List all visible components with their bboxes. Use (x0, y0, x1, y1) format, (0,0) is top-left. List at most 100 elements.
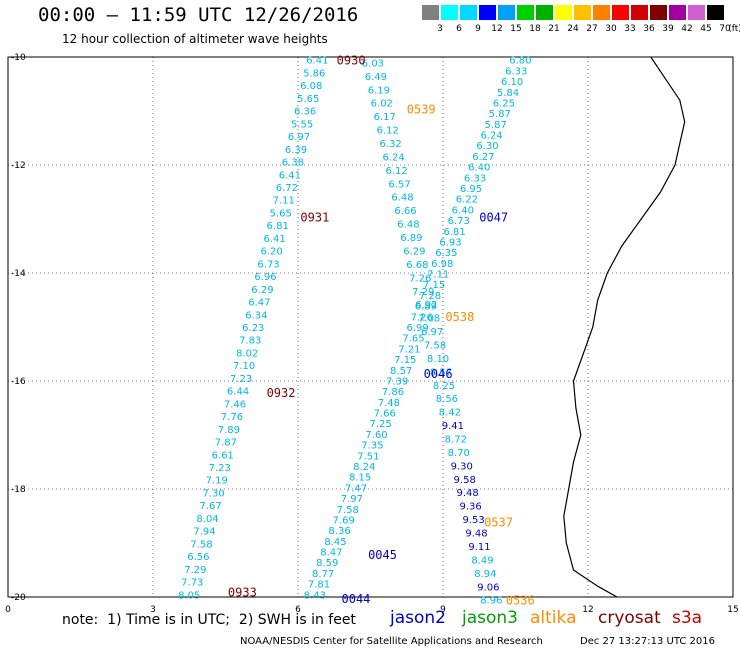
wave-height-value: 8.57 (390, 366, 412, 377)
wave-height-value: 9.11 (468, 542, 490, 553)
wave-height-value: 7.81 (308, 580, 330, 591)
wave-height-value: 6.73 (448, 216, 470, 227)
wave-height-value: 6.41 (264, 234, 286, 245)
wave-height-value: 7.28 (419, 291, 441, 302)
wave-height-value: 7.97 (341, 494, 363, 505)
wave-height-value: 7.65 (402, 334, 424, 345)
wave-height-value: 6.35 (435, 248, 457, 259)
wave-height-value: 7.30 (203, 488, 225, 499)
x-tick-label: 0 (5, 605, 11, 615)
wave-height-value: 6.73 (257, 259, 279, 270)
wave-height-value: 8.72 (445, 435, 467, 446)
wave-height-value: 6.17 (374, 112, 396, 123)
color-scale-label: 27 (586, 24, 598, 34)
wave-height-value: 8.49 (471, 555, 493, 566)
wave-height-value: 7.08 (418, 314, 440, 325)
y-tick-label: -12 (11, 161, 26, 171)
pass-time-label: 0537 (484, 515, 513, 529)
color-swatch (555, 5, 572, 20)
pass-time-label: 0932 (267, 386, 296, 400)
wave-height-value: 7.23 (209, 463, 231, 474)
wave-height-value: 6.99 (406, 323, 428, 334)
color-scale-label: 9 (475, 24, 481, 34)
y-tick-label: -14 (11, 269, 26, 279)
wave-height-value: 7.11 (427, 270, 449, 281)
map-subtitle: 12 hour collection of altimeter wave hei… (62, 32, 328, 46)
wave-height-value: 6.81 (267, 221, 289, 232)
color-swatch (707, 5, 724, 20)
color-scale-label: 24 (567, 24, 579, 34)
wave-height-value: 6.12 (377, 126, 399, 137)
pass-time-label: 0046 (424, 367, 453, 381)
wave-height-value: 6.95 (460, 184, 482, 195)
wave-height-value: 7.39 (386, 376, 408, 387)
color-scale-label: 70 (719, 24, 731, 34)
wave-height-value: 6.02 (371, 99, 393, 110)
wave-height-value: 6.40 (452, 205, 474, 216)
wave-height-value: 6.12 (385, 166, 407, 177)
color-scale-label: 42 (681, 24, 693, 34)
wave-height-value: 7.51 (357, 451, 379, 462)
wave-height-value: 8.42 (439, 408, 461, 419)
color-swatch (460, 5, 477, 20)
wave-height-value: 9.41 (442, 421, 464, 432)
x-tick-label: 15 (727, 605, 738, 615)
pass-time-label: 0930 (337, 54, 366, 68)
legend-item-cryosat: cryosat (598, 608, 661, 628)
wave-height-value: 7.47 (345, 483, 367, 494)
wave-height-value: 5.84 (497, 88, 519, 99)
wave-height-value: 6.56 (187, 552, 209, 563)
wave-height-value: 7.19 (206, 476, 228, 487)
wave-height-value: 6.93 (439, 237, 461, 248)
wave-height-value: 8.15 (349, 473, 371, 484)
wave-height-value: 8.70 (448, 448, 470, 459)
pass-time-label: 0538 (445, 310, 474, 324)
wave-height-value: 6.25 (493, 98, 515, 109)
wave-height-value: 7.15 (394, 355, 416, 366)
wave-height-value: 6.38 (282, 158, 304, 169)
wave-height-value: 6.27 (472, 152, 494, 163)
wave-height-value: 6.03 (362, 58, 384, 69)
wave-height-value: 7.76 (221, 412, 243, 423)
wave-height-value: 7.58 (337, 505, 359, 516)
credit-line: NOAA/NESDIS Center for Satellite Applica… (240, 636, 543, 647)
color-scale-label: 12 (491, 24, 503, 34)
color-scale-label: 18 (529, 24, 541, 34)
coastline (563, 56, 686, 598)
wave-height-value: 5.55 (291, 119, 313, 130)
wave-height-value: 6.24 (383, 152, 405, 163)
wave-height-value: 7.15 (423, 280, 445, 291)
color-swatch (574, 5, 591, 20)
map-title: 00:00 – 11:59 UTC 12/26/2016 (38, 4, 359, 26)
generation-timestamp: Dec 27 13:27:13 UTC 2016 (580, 636, 715, 647)
color-swatch (612, 5, 629, 20)
wave-height-value: 6.23 (242, 323, 264, 334)
pass-time-label: 0931 (300, 210, 329, 224)
wave-height-value: 9.48 (465, 529, 487, 540)
wave-height-value: 6.98 (431, 259, 453, 270)
wave-height-value: 5.86 (303, 68, 325, 79)
wave-height-value: 9.58 (454, 475, 476, 486)
wave-height-value: 5.87 (485, 120, 507, 131)
wave-height-value: 7.86 (382, 387, 404, 398)
wave-height-value: 9.06 (477, 582, 499, 593)
y-tick-label: -20 (11, 593, 26, 603)
wave-height-value: 6.08 (300, 81, 322, 92)
legend-item-jason2: jason2 (390, 608, 446, 628)
y-tick-label: -16 (11, 377, 26, 387)
wave-height-value: 8.45 (324, 537, 346, 548)
wave-height-value: 8.05 (178, 590, 200, 601)
pass-time-label: 0044 (342, 592, 371, 606)
color-swatch (688, 5, 705, 20)
x-tick-label: 9 (440, 605, 446, 615)
wave-height-value: 6.61 (212, 450, 234, 461)
color-swatch (631, 5, 648, 20)
color-swatch (650, 5, 667, 20)
y-tick-label: -10 (11, 53, 26, 63)
wave-height-value: 7.21 (398, 344, 420, 355)
wave-height-value: 7.69 (333, 515, 355, 526)
wave-height-value: 5.65 (297, 94, 319, 105)
wave-height-value: 6.29 (251, 285, 273, 296)
wave-height-value: 8.04 (196, 514, 218, 525)
wave-height-value: 6.96 (254, 272, 276, 283)
